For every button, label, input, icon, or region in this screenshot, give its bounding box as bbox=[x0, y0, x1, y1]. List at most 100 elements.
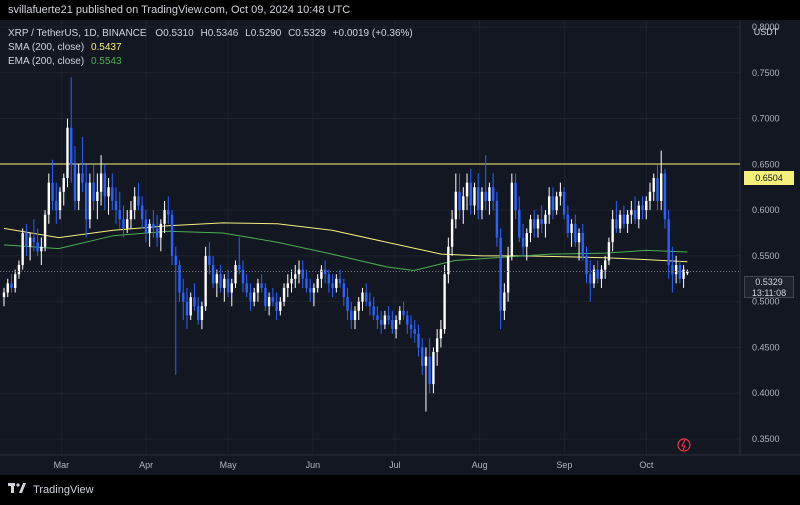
candle[interactable] bbox=[189, 292, 192, 320]
candle[interactable] bbox=[14, 269, 17, 293]
candle[interactable] bbox=[637, 200, 640, 229]
candle[interactable] bbox=[603, 255, 607, 279]
candle[interactable] bbox=[398, 306, 402, 325]
candle[interactable] bbox=[234, 260, 237, 288]
candle[interactable] bbox=[40, 237, 43, 266]
candle[interactable] bbox=[249, 283, 252, 311]
tradingview-brand[interactable]: TradingView bbox=[8, 483, 94, 497]
candle[interactable] bbox=[443, 265, 446, 334]
candle[interactable] bbox=[365, 283, 368, 307]
candle[interactable] bbox=[73, 146, 77, 211]
candle[interactable] bbox=[185, 287, 189, 330]
candle[interactable] bbox=[200, 301, 204, 330]
candle[interactable] bbox=[25, 223, 28, 256]
candle[interactable] bbox=[462, 187, 465, 224]
candle[interactable] bbox=[282, 283, 286, 307]
candle[interactable] bbox=[499, 228, 502, 330]
price-chart[interactable]: 0.8000 0.7500 0.7000 0.6500 0.6000 0.5500 0.50… bbox=[0, 20, 800, 475]
candle[interactable] bbox=[294, 265, 297, 288]
candle[interactable] bbox=[219, 265, 222, 293]
candle[interactable] bbox=[368, 292, 372, 316]
candle[interactable] bbox=[140, 196, 144, 229]
candle[interactable] bbox=[133, 187, 136, 220]
chart-frame[interactable]: 0.8000 0.7500 0.7000 0.6500 0.6000 0.5500 0.50… bbox=[0, 20, 800, 475]
candle[interactable] bbox=[495, 191, 499, 247]
candle[interactable] bbox=[264, 283, 267, 311]
candle[interactable] bbox=[469, 168, 472, 215]
candle[interactable] bbox=[510, 173, 514, 261]
candle[interactable] bbox=[428, 338, 431, 394]
candle[interactable] bbox=[286, 274, 289, 298]
candle[interactable] bbox=[585, 246, 588, 284]
candle[interactable] bbox=[618, 210, 622, 233]
candle[interactable] bbox=[477, 173, 480, 220]
candle[interactable] bbox=[622, 205, 626, 229]
candle[interactable] bbox=[671, 246, 674, 293]
candle[interactable] bbox=[540, 205, 543, 233]
candle[interactable] bbox=[88, 173, 92, 229]
candle[interactable] bbox=[215, 269, 219, 298]
candle[interactable] bbox=[346, 287, 349, 320]
candle[interactable] bbox=[21, 228, 24, 270]
candle[interactable] bbox=[208, 242, 211, 275]
candle[interactable] bbox=[252, 287, 256, 307]
candle[interactable] bbox=[600, 265, 603, 288]
candle[interactable] bbox=[383, 310, 387, 330]
candle[interactable] bbox=[406, 310, 409, 334]
candle[interactable] bbox=[55, 182, 58, 224]
candle[interactable] bbox=[47, 173, 51, 224]
candle[interactable] bbox=[114, 187, 118, 224]
candle[interactable] bbox=[652, 173, 655, 201]
candle[interactable] bbox=[353, 306, 357, 330]
candle[interactable] bbox=[223, 274, 226, 302]
candle[interactable] bbox=[137, 182, 140, 211]
candle[interactable] bbox=[170, 210, 174, 266]
candle[interactable] bbox=[421, 338, 424, 375]
candle[interactable] bbox=[488, 182, 491, 215]
candle[interactable] bbox=[435, 329, 439, 366]
candle[interactable] bbox=[178, 260, 181, 302]
candle[interactable] bbox=[547, 187, 551, 224]
candle[interactable] bbox=[6, 278, 9, 298]
candle[interactable] bbox=[305, 269, 308, 293]
candle[interactable] bbox=[36, 228, 39, 256]
candle[interactable] bbox=[144, 210, 148, 243]
candle[interactable] bbox=[555, 191, 558, 215]
candle[interactable] bbox=[32, 219, 36, 252]
candle[interactable] bbox=[379, 310, 383, 334]
candle[interactable] bbox=[323, 260, 327, 284]
candle[interactable] bbox=[17, 260, 21, 279]
candle[interactable] bbox=[279, 297, 282, 316]
candle[interactable] bbox=[473, 182, 476, 215]
candle[interactable] bbox=[77, 164, 80, 211]
candle[interactable] bbox=[394, 315, 398, 339]
candle[interactable] bbox=[182, 278, 185, 320]
candle[interactable] bbox=[308, 278, 312, 302]
symbol-label[interactable]: XRP / TetherUS, 1D, BINANCE bbox=[8, 28, 147, 39]
candle[interactable] bbox=[518, 196, 521, 243]
candle[interactable] bbox=[152, 210, 155, 238]
candle[interactable] bbox=[297, 260, 301, 284]
candle[interactable] bbox=[28, 233, 32, 261]
candle[interactable] bbox=[387, 306, 390, 325]
candle[interactable] bbox=[506, 246, 510, 302]
candle[interactable] bbox=[447, 237, 450, 284]
candle[interactable] bbox=[592, 265, 596, 288]
candle[interactable] bbox=[350, 301, 353, 330]
candle[interactable] bbox=[357, 297, 360, 320]
candle[interactable] bbox=[312, 283, 316, 307]
candle[interactable] bbox=[514, 173, 517, 220]
candle[interactable] bbox=[574, 214, 577, 247]
candle[interactable] bbox=[245, 274, 248, 298]
candle[interactable] bbox=[376, 306, 379, 330]
candle[interactable] bbox=[103, 164, 107, 211]
candle[interactable] bbox=[241, 260, 245, 293]
candle[interactable] bbox=[174, 246, 177, 375]
candle[interactable] bbox=[615, 200, 618, 233]
candle[interactable] bbox=[226, 269, 230, 298]
legend-ema-row[interactable]: EMA (200, close) 0.5543 bbox=[8, 55, 413, 69]
candle[interactable] bbox=[193, 283, 196, 311]
candle[interactable] bbox=[663, 168, 667, 229]
candle[interactable] bbox=[155, 214, 159, 247]
candle[interactable] bbox=[361, 287, 364, 311]
